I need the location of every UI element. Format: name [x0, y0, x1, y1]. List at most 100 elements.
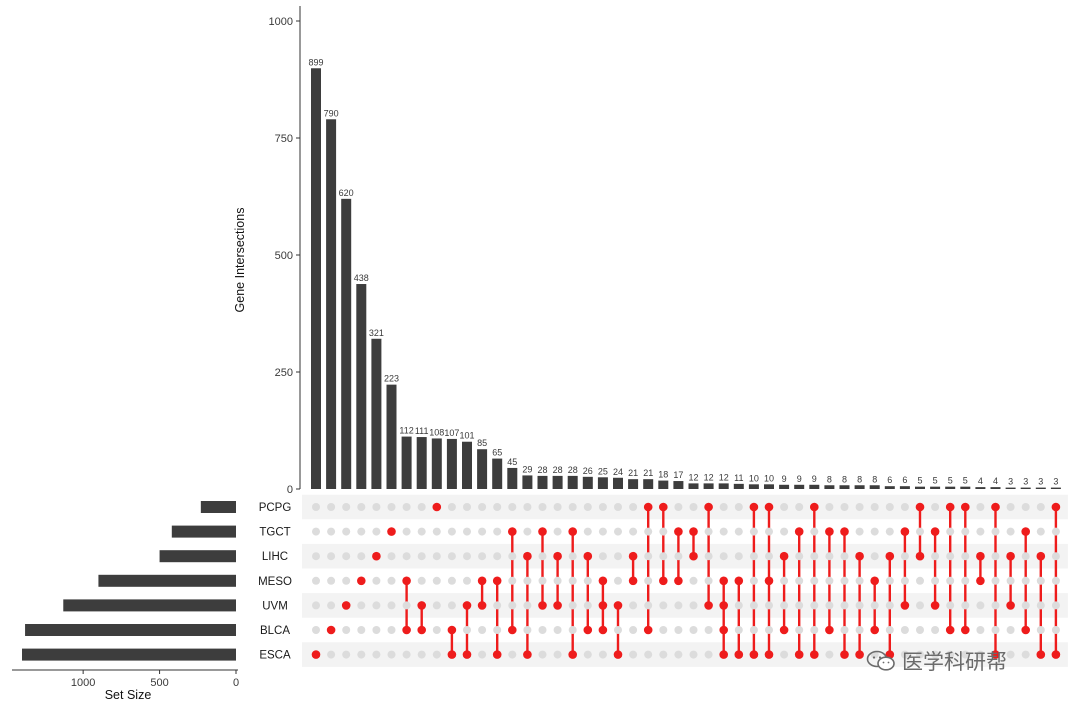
matrix-dot-inactive	[387, 626, 396, 634]
matrix-dot-active	[810, 650, 819, 659]
matrix-dot-inactive	[372, 527, 381, 536]
matrix-dot-inactive	[885, 601, 894, 610]
matrix-dot-inactive	[1006, 626, 1015, 634]
matrix-dot-inactive	[402, 650, 411, 659]
matrix-dot-inactive	[1021, 576, 1030, 585]
matrix-dot-inactive	[553, 626, 562, 634]
matrix-dot-inactive	[780, 650, 789, 659]
matrix-dot-inactive	[312, 626, 320, 634]
matrix-dot-inactive	[417, 552, 426, 561]
matrix-dot-inactive	[478, 552, 487, 561]
intersection-bar	[507, 467, 518, 489]
set-size-axis-title: Set Size	[105, 688, 152, 702]
matrix-dot-inactive	[885, 503, 894, 511]
matrix-dot-active	[538, 527, 547, 536]
matrix-dot-inactive	[765, 626, 773, 634]
matrix-dot-inactive	[523, 626, 532, 634]
matrix-dot-inactive	[644, 650, 653, 659]
set-size-bar	[98, 574, 236, 587]
y-tick-label: 250	[275, 367, 293, 379]
intersection-bar	[522, 475, 533, 489]
matrix-stripe-lihc	[302, 543, 1068, 569]
matrix-dot-inactive	[387, 601, 396, 610]
matrix-dot-inactive	[432, 626, 441, 634]
matrix-dot-active	[900, 527, 910, 536]
matrix-dot-inactive	[946, 650, 955, 659]
matrix-dot-inactive	[493, 626, 502, 634]
matrix-dot-inactive	[508, 601, 517, 610]
matrix-dot-active	[840, 650, 849, 659]
matrix-dot-inactive	[916, 626, 924, 634]
matrix-dot-inactive	[432, 650, 441, 659]
matrix-dot-inactive	[463, 527, 471, 536]
matrix-dot-active	[779, 625, 789, 635]
matrix-dot-active	[704, 502, 713, 512]
matrix-dot-inactive	[447, 503, 456, 511]
intersection-bar	[733, 483, 744, 489]
set-size-tick-label: 1000	[71, 677, 95, 689]
intersection-bar	[431, 438, 442, 489]
matrix-dot-active	[930, 527, 940, 536]
set-label-tgct: TGCT	[259, 527, 290, 539]
matrix-dot-inactive	[478, 626, 487, 634]
matrix-dot-active	[523, 650, 532, 659]
matrix-dot-active	[432, 502, 442, 512]
matrix-dot-inactive	[961, 527, 970, 536]
matrix-dot-inactive	[976, 527, 985, 536]
matrix-dot-active	[492, 650, 502, 659]
intersection-bar	[915, 486, 925, 489]
matrix-dot-inactive	[583, 527, 592, 536]
intersection-bar-label: 5	[963, 476, 968, 486]
matrix-dot-inactive	[946, 601, 955, 610]
intersection-bar	[794, 484, 805, 489]
matrix-dot-active	[613, 650, 623, 659]
matrix-dot-inactive	[327, 552, 336, 561]
intersection-bar	[884, 486, 895, 489]
matrix-dot-inactive	[478, 503, 487, 511]
matrix-dot-inactive	[1006, 650, 1015, 659]
matrix-dot-inactive	[583, 503, 592, 511]
set-label-pcpg: PCPG	[259, 502, 292, 514]
intersection-bar-label: 8	[857, 474, 862, 484]
matrix-dot-inactive	[825, 576, 834, 585]
intersection-bars	[311, 68, 1061, 489]
set-size-bar	[171, 525, 236, 538]
matrix-dot-active	[825, 527, 834, 536]
matrix-dot-active	[659, 502, 668, 512]
matrix-dot-inactive	[734, 527, 743, 536]
matrix-dot-inactive	[357, 552, 366, 561]
set-label-uvm: UVM	[262, 600, 288, 612]
matrix-dot-active	[553, 601, 562, 610]
matrix-dot-active	[674, 527, 683, 536]
matrix-dot-inactive	[493, 601, 502, 610]
matrix-dot-active	[855, 551, 864, 561]
matrix-dot-inactive	[961, 552, 970, 561]
intersection-bar	[869, 485, 880, 489]
matrix-dot-inactive	[312, 527, 320, 536]
intersection-bar-label: 45	[507, 457, 517, 467]
matrix-dot-active	[749, 650, 759, 659]
matrix-dot-inactive	[765, 601, 773, 610]
matrix-dot-active	[1021, 625, 1030, 635]
matrix-dot-active	[930, 601, 940, 610]
intersection-bar-label: 321	[369, 328, 384, 338]
matrix-dot-inactive	[916, 601, 924, 610]
matrix-dot-inactive	[674, 626, 683, 634]
matrix-dot-inactive	[1036, 503, 1045, 511]
matrix-dot-inactive	[1006, 527, 1015, 536]
set-size-tick-label: 500	[150, 677, 168, 689]
matrix-dot-inactive	[795, 626, 804, 634]
matrix-dot-inactive	[976, 503, 985, 511]
matrix-dot-active	[538, 601, 547, 610]
matrix-dot-inactive	[885, 626, 894, 634]
matrix-dot-inactive	[598, 527, 607, 536]
matrix-dot-inactive	[357, 503, 366, 511]
matrix-dot-active	[659, 576, 668, 586]
matrix-dot-inactive	[614, 552, 622, 561]
matrix-dot-inactive	[463, 626, 471, 634]
matrix-dot-inactive	[704, 576, 713, 585]
matrix-dot-inactive	[659, 601, 668, 610]
matrix-dot-inactive	[674, 552, 683, 561]
matrix-dot-active	[991, 502, 1000, 512]
matrix-dot-inactive	[538, 576, 547, 585]
